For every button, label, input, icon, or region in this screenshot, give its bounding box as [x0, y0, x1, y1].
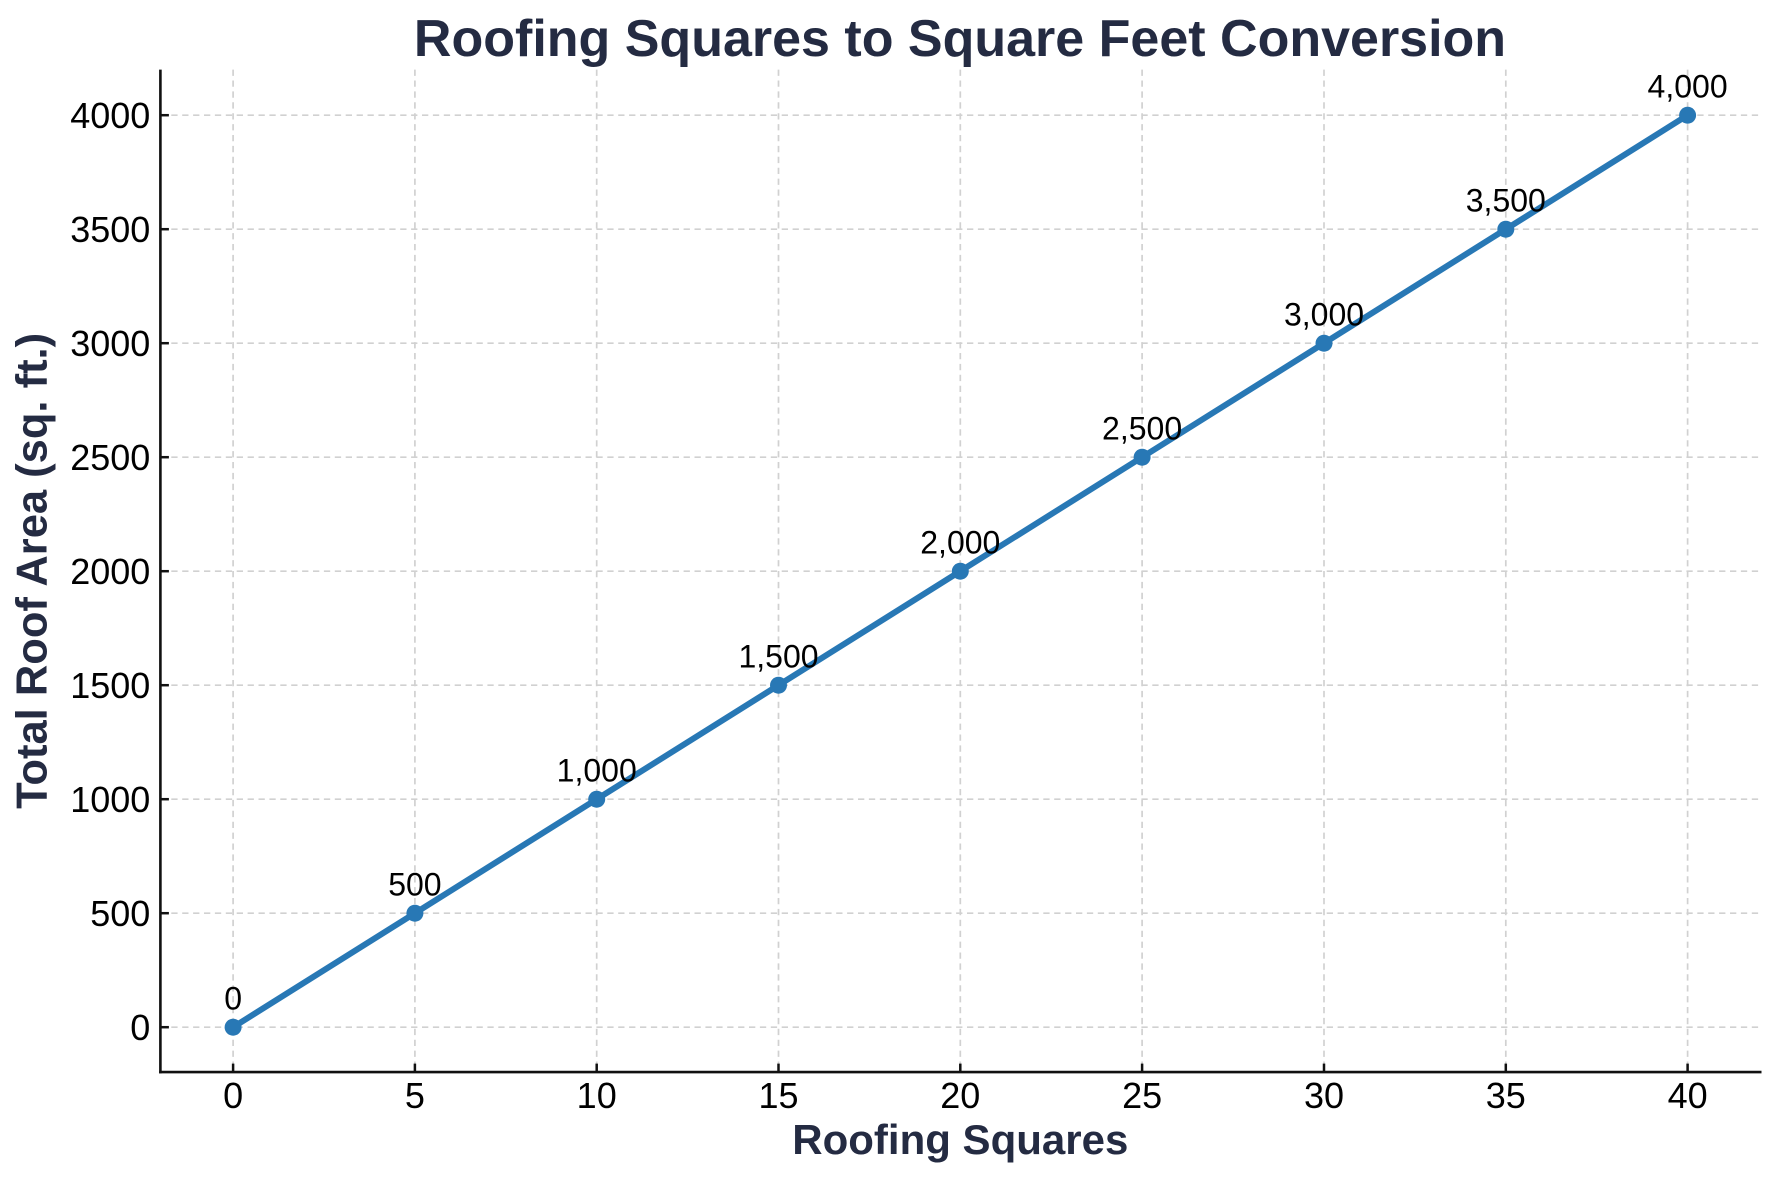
svg-text:Roofing Squares to Square Feet: Roofing Squares to Square Feet Conversio… — [414, 10, 1506, 68]
svg-text:2,500: 2,500 — [1102, 411, 1182, 447]
svg-text:25: 25 — [1122, 1075, 1162, 1116]
svg-text:Roofing Squares: Roofing Squares — [792, 1116, 1128, 1163]
svg-text:0: 0 — [223, 1075, 243, 1116]
svg-text:2,000: 2,000 — [920, 525, 1000, 561]
svg-text:1,500: 1,500 — [738, 639, 818, 675]
svg-text:1500: 1500 — [70, 665, 150, 706]
svg-text:0: 0 — [224, 981, 242, 1017]
svg-text:3,500: 3,500 — [1466, 183, 1546, 219]
svg-text:2000: 2000 — [70, 551, 150, 592]
svg-text:4,000: 4,000 — [1648, 69, 1728, 105]
svg-text:20: 20 — [940, 1075, 980, 1116]
svg-text:1000: 1000 — [70, 779, 150, 820]
svg-text:30: 30 — [1304, 1075, 1344, 1116]
svg-text:4000: 4000 — [70, 95, 150, 136]
svg-text:Total Roof Area (sq. ft.): Total Roof Area (sq. ft.) — [9, 333, 57, 809]
svg-text:5: 5 — [405, 1075, 425, 1116]
svg-text:1,000: 1,000 — [557, 753, 637, 789]
svg-text:3000: 3000 — [70, 323, 150, 364]
svg-text:500: 500 — [388, 867, 441, 903]
svg-text:40: 40 — [1668, 1075, 1708, 1116]
svg-text:0: 0 — [130, 1007, 150, 1048]
svg-text:15: 15 — [758, 1075, 798, 1116]
svg-text:2500: 2500 — [70, 437, 150, 478]
svg-text:35: 35 — [1486, 1075, 1526, 1116]
svg-text:3,000: 3,000 — [1284, 297, 1364, 333]
svg-text:500: 500 — [90, 893, 150, 934]
svg-text:3500: 3500 — [70, 209, 150, 250]
svg-text:10: 10 — [577, 1075, 617, 1116]
